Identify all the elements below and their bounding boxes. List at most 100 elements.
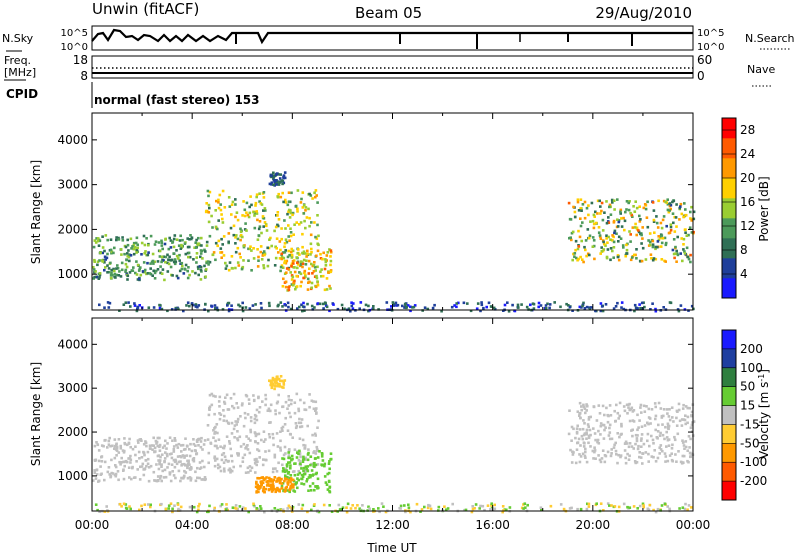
colorbar-swatch [722,330,736,350]
echo-cell [269,236,272,240]
echo-cell [233,436,236,439]
colorbar-swatch [722,348,736,369]
echo-cell [664,241,668,245]
echo-cell [284,474,287,477]
noise-right-tick-bottom: 10^0 [697,42,724,53]
echo-cell [97,480,100,483]
echo-cell [650,434,653,438]
echo-cell [256,265,260,268]
echo-cell [286,483,290,486]
echo-cell [167,262,171,266]
echo-cell [303,444,307,447]
echo-cell [132,252,136,256]
echo-cell [279,195,283,199]
echo-cell [575,427,579,430]
echo-cell [649,422,652,425]
freq-panel: Freq. [MHz] 18 8 60 0 Nave [4,53,775,87]
echo-cell [573,255,576,258]
echo-cell [309,233,313,237]
echo-cell [641,246,645,250]
echo-cell [289,484,293,488]
echo-cell [620,306,623,309]
echo-cell [502,309,505,312]
echo-cell [663,502,667,506]
echo-cell [195,238,198,242]
echo-cell [300,473,304,477]
echo-cell [321,459,325,462]
echo-cell [302,443,305,447]
echo-cell [256,238,260,241]
echo-cell [164,238,167,241]
echo-cell [113,456,117,460]
echo-cell [638,303,641,306]
echo-cell [302,258,306,262]
echo-cell [275,237,279,240]
y-tick-label: 1000 [57,469,88,483]
echo-cell [367,309,370,313]
echo-cell [260,231,263,235]
echo-cell [241,402,244,405]
echo-cell [403,302,407,306]
echo-cell [278,476,281,480]
echo-cell [224,458,228,462]
echo-cell [300,260,303,263]
echo-cell [328,490,332,494]
echo-cell [501,505,505,508]
echo-cell [101,246,105,249]
echo-cell [198,467,202,470]
echo-cell [103,460,107,464]
echo-cell [219,247,223,250]
echo-cell [313,503,316,506]
echo-cell [287,470,291,474]
echo-cell [585,507,589,511]
echo-cell [665,436,669,439]
echo-cell [236,218,240,222]
echo-cell [113,269,116,273]
echo-cell [282,383,286,386]
echo-cell [631,428,634,432]
echo-cell [223,455,227,458]
echo-cell [279,379,282,383]
echo-cell [229,468,232,472]
echo-cell [668,209,671,212]
echo-cell [687,257,691,261]
echo-cell [282,176,285,180]
echo-cell [613,208,616,211]
echo-cell [232,406,236,410]
echo-cell [304,206,308,209]
echo-cell [310,221,313,224]
echo-cell [565,302,568,306]
echo-cell [167,258,170,261]
echo-cell [285,259,289,263]
echo-cell [297,469,300,473]
echo-cell [306,252,309,256]
echo-cell [205,244,209,247]
echo-cell [229,447,232,451]
echo-cell [583,454,587,458]
echo-cell [220,256,223,259]
echo-cell [117,238,121,241]
echo-cell [505,508,508,512]
echo-cell [177,460,181,464]
echo-cell [686,459,689,463]
echo-cell [671,443,674,447]
echo-cell [175,443,178,447]
echo-cell [266,246,269,250]
echo-cell [233,506,237,510]
echo-cell [292,483,295,486]
echo-cell [592,222,596,226]
echo-cell [97,449,101,452]
echo-cell [426,506,430,510]
echo-cell [315,274,318,278]
echo-cell [316,456,320,459]
echo-cell [98,510,101,513]
echo-cell [652,209,656,212]
echo-cell [669,225,673,229]
echo-cell [599,302,603,305]
echo-cell [134,271,137,275]
echo-cell [273,180,276,183]
echo-cell [675,225,678,228]
echo-cell [296,263,300,266]
echo-cell [665,430,668,434]
